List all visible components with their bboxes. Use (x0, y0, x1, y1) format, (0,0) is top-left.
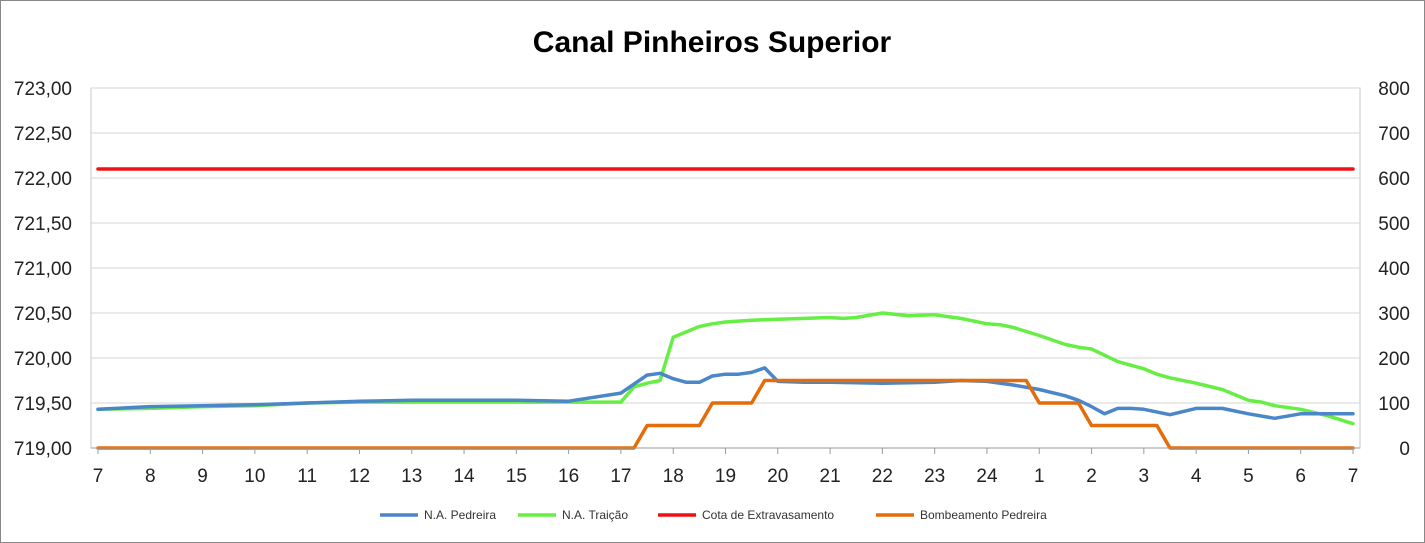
x-tick-label: 13 (401, 466, 422, 487)
x-tick-label: 7 (1348, 466, 1359, 487)
x-tick-label: 11 (297, 466, 317, 487)
y-right-tick-label: 600 (1378, 169, 1410, 190)
x-tick-label: 3 (1139, 466, 1150, 487)
legend-item: N.A. Traição (518, 508, 628, 522)
y-left-tick-label: 723,00 (14, 79, 72, 100)
x-tick-label: 16 (558, 466, 579, 487)
y-right-tick-label: 400 (1378, 259, 1410, 280)
x-tick-label: 20 (767, 466, 788, 487)
x-tick-label: 5 (1243, 466, 1254, 487)
y-left-tick-label: 720,50 (14, 304, 72, 325)
x-tick-label: 18 (663, 466, 684, 487)
x-tick-label: 12 (349, 466, 370, 487)
x-tick-label: 4 (1191, 466, 1202, 487)
x-tick-label: 2 (1086, 466, 1097, 487)
x-tick-label: 6 (1295, 466, 1306, 487)
legend-label: N.A. Pedreira (424, 508, 496, 522)
y-left-tick-label: 719,50 (14, 394, 72, 415)
x-tick-label: 7 (93, 466, 104, 487)
series-line-n-a-pedreira (96, 366, 1355, 421)
legend-label: Cota de Extravasamento (702, 508, 834, 522)
x-tick-label: 22 (872, 466, 893, 487)
x-tick-label: 24 (976, 466, 998, 487)
x-tick-label: 23 (924, 466, 945, 487)
y-right-tick-label: 500 (1378, 214, 1410, 235)
y-left-tick-label: 722,00 (14, 169, 72, 190)
y-left-tick-label: 721,00 (14, 259, 72, 280)
y-left-tick-label: 721,50 (14, 214, 72, 235)
x-tick-label: 17 (610, 466, 631, 487)
series-line-n-a-trai-o (96, 311, 1355, 426)
legend-item: Cota de Extravasamento (658, 508, 834, 522)
y-left-tick-label: 719,00 (14, 439, 72, 460)
x-tick-label: 1 (1034, 466, 1045, 487)
y-right-tick-label: 800 (1378, 79, 1410, 100)
y-right-tick-label: 700 (1378, 124, 1410, 145)
legend: N.A. Pedreira N.A. Traição Cota de Extrava… (380, 508, 1047, 522)
y-right-tick-label: 0 (1399, 439, 1410, 460)
y-left-tick-label: 722,50 (14, 124, 72, 145)
y-right-tick-label: 200 (1378, 349, 1410, 370)
series-lines (96, 167, 1355, 450)
legend-label: Bombeamento Pedreira (920, 508, 1047, 522)
x-tick-label: 9 (197, 466, 208, 487)
x-tick-label: 19 (715, 466, 736, 487)
chart-title: Canal Pinheiros Superior (533, 26, 892, 59)
legend-label: N.A. Traição (562, 508, 628, 522)
x-tick-label: 15 (506, 466, 527, 487)
y-left-tick-label: 720,00 (14, 349, 72, 370)
x-tick-label: 8 (145, 466, 156, 487)
x-tick-label: 14 (453, 466, 475, 487)
x-tick-label: 10 (244, 466, 265, 487)
legend-item: N.A. Pedreira (380, 508, 496, 522)
legend-item: Bombeamento Pedreira (876, 508, 1047, 522)
x-tick-label: 21 (820, 466, 841, 487)
y-right-tick-label: 300 (1378, 304, 1410, 325)
y-right-tick-label: 100 (1378, 394, 1410, 415)
grid-lines (90, 87, 1361, 449)
axes: 719,00 719,50 720,00 720,50 721,00 721,50 722,… (14, 79, 1410, 487)
